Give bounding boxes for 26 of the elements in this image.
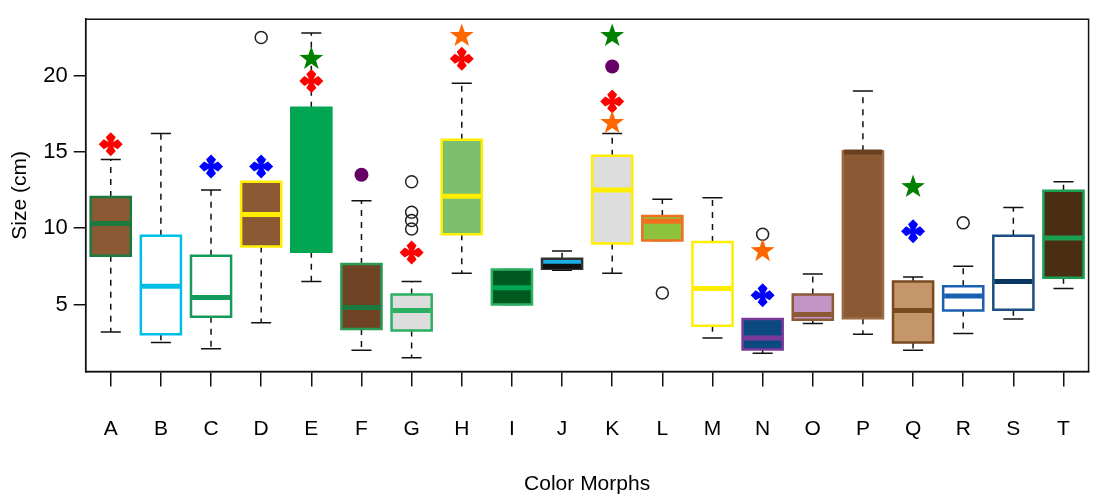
x-tick-label: C	[203, 416, 219, 439]
x-tick-label: A	[103, 416, 118, 439]
x-tick-label: K	[605, 416, 620, 439]
x-tick-label: H	[454, 416, 470, 439]
x-tick-label: S	[1006, 416, 1021, 439]
x-tick-label: D	[253, 416, 269, 439]
y-tick-label: 5	[55, 290, 68, 316]
x-tick-label: G	[403, 416, 420, 439]
x-tick-label: E	[304, 416, 319, 439]
y-tick-label: 15	[43, 137, 68, 163]
x-tick-label: P	[855, 416, 870, 439]
x-tick-label: J	[556, 416, 568, 439]
y-tick-label: 20	[43, 61, 68, 87]
x-tick-label: M	[703, 416, 722, 439]
x-tick-label: L	[656, 416, 669, 439]
x-tick-label: R	[955, 416, 971, 439]
x-tick-label: O	[804, 416, 821, 439]
x-tick-label: F	[355, 416, 368, 439]
x-tick-label: N	[755, 416, 771, 439]
x-tick-label: Q	[904, 416, 922, 439]
y-tick-label: 10	[43, 214, 68, 240]
x-tick-label: B	[153, 416, 168, 439]
x-tick-label: I	[508, 416, 515, 439]
y-axis-title: Size (cm)	[7, 151, 31, 240]
x-tick-label: T	[1057, 416, 1071, 439]
x-axis-title: Color Morphs	[524, 471, 651, 495]
